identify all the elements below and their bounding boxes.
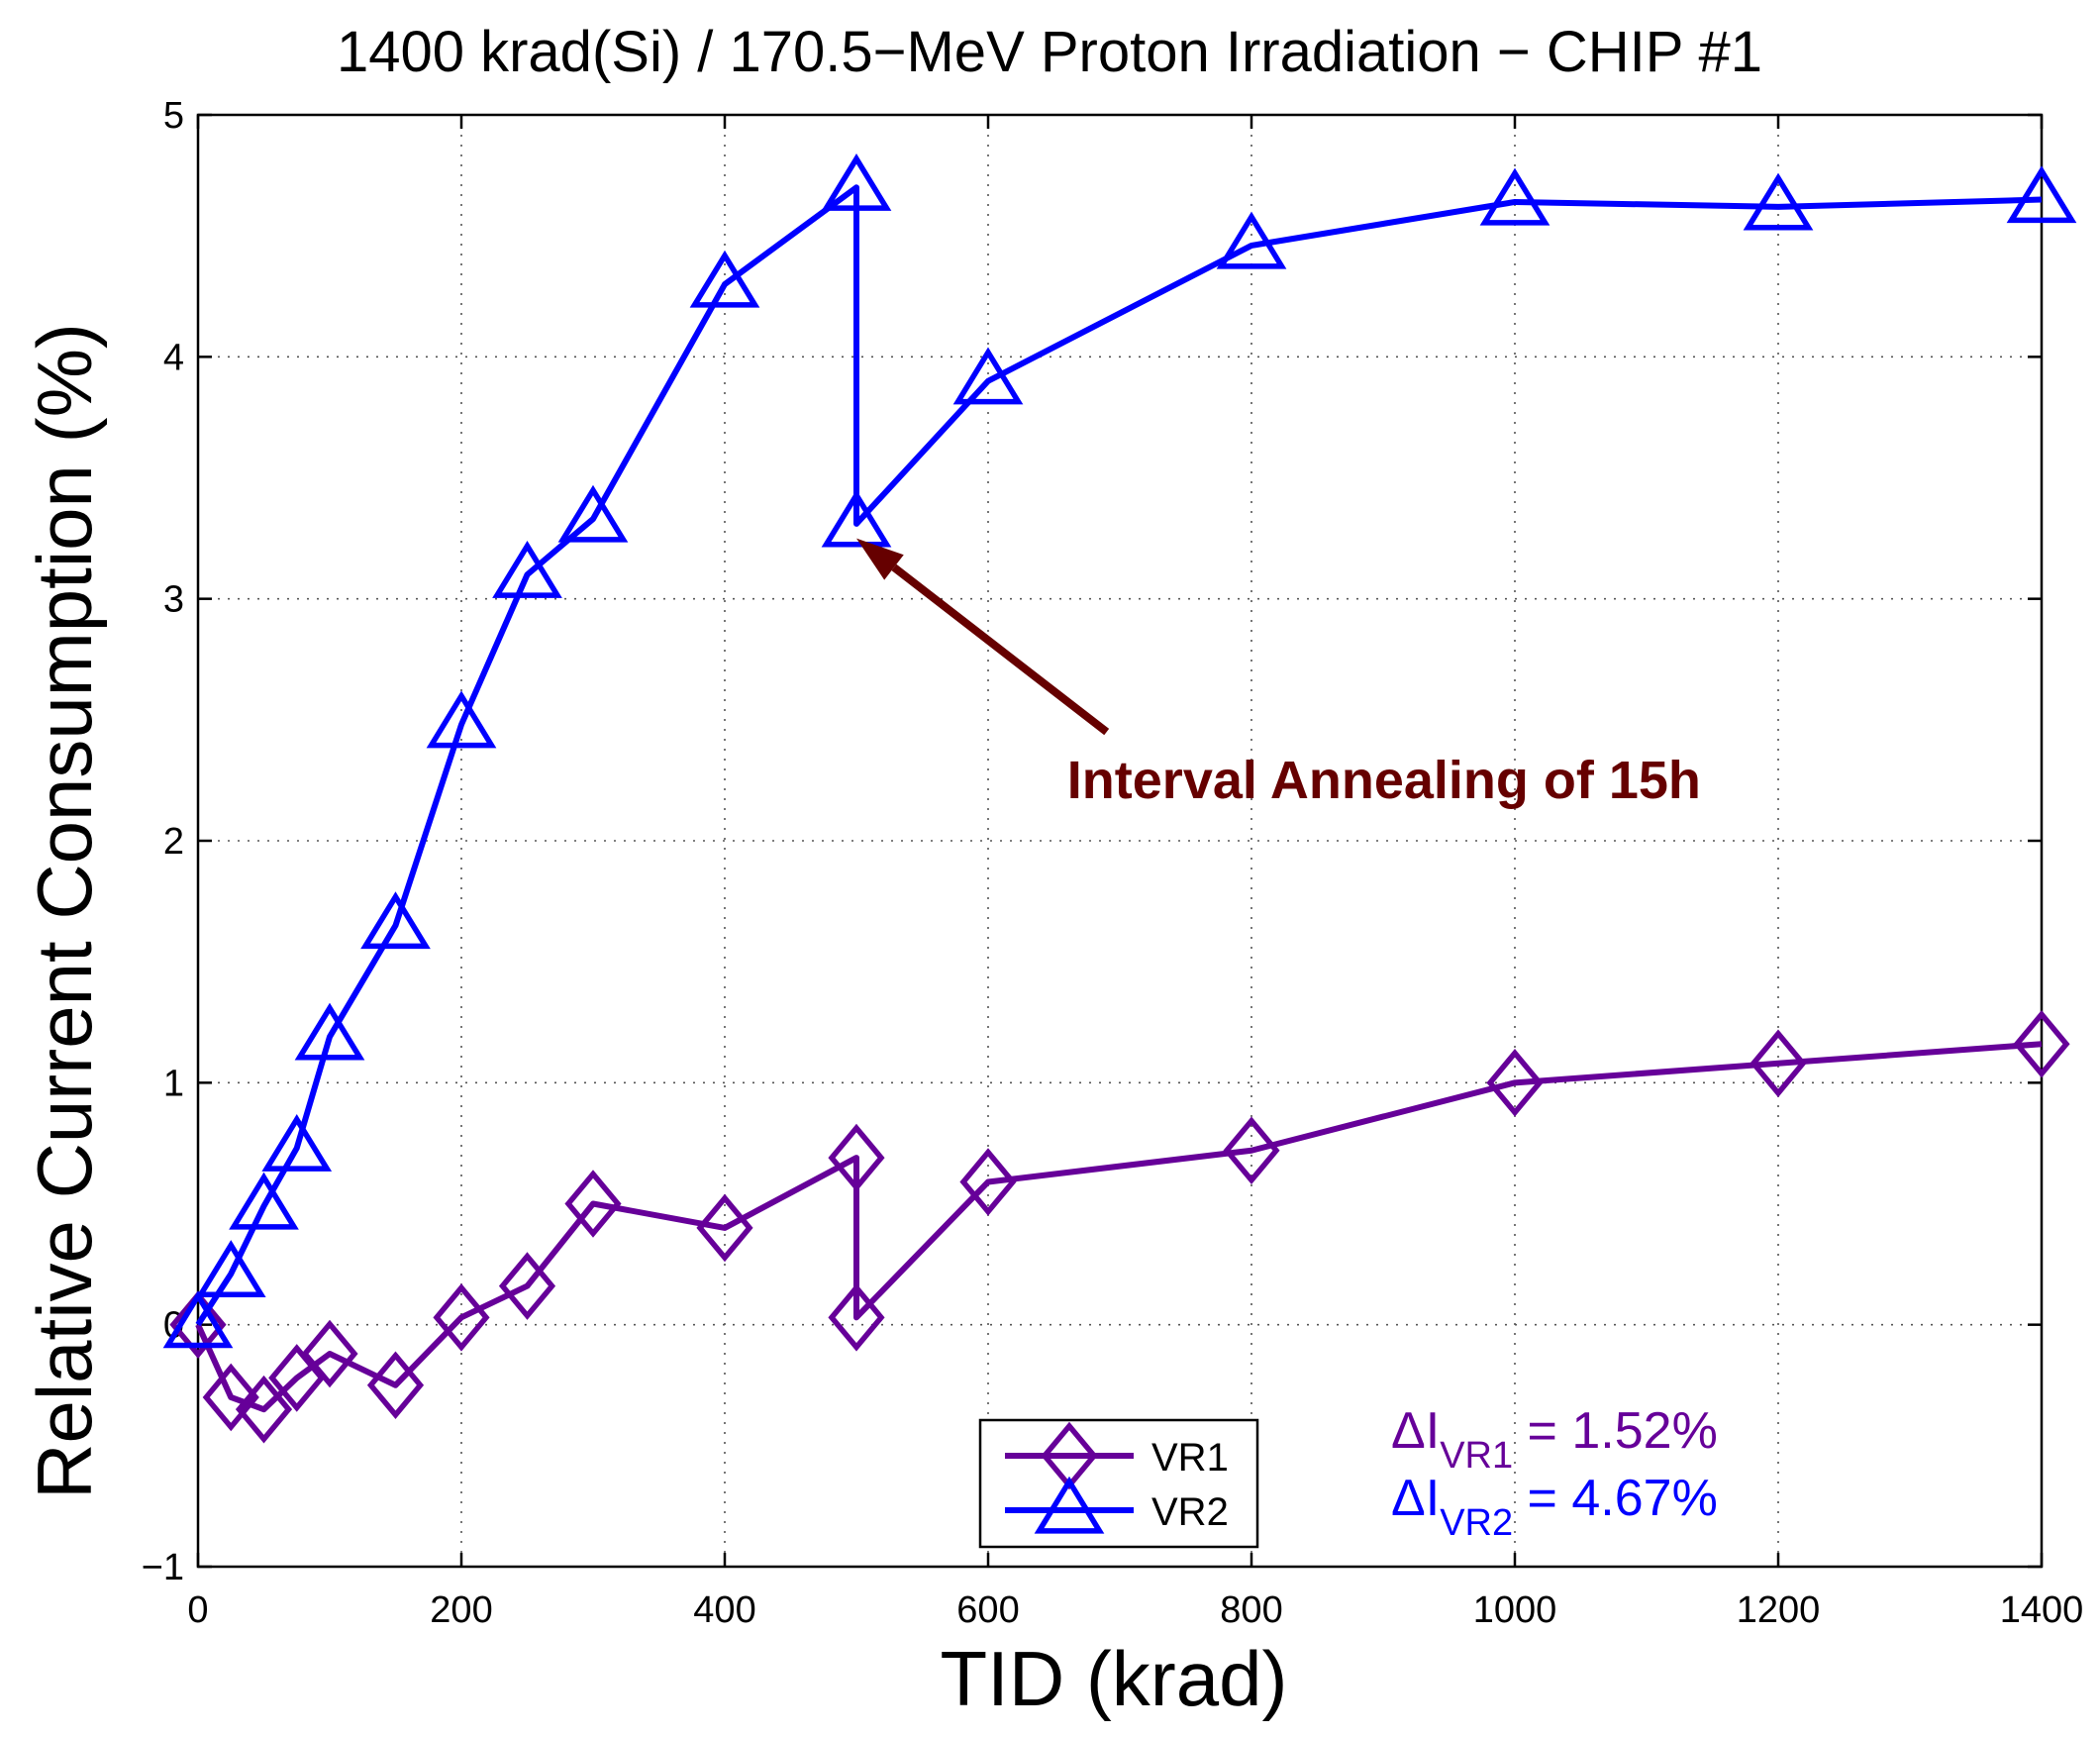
data-point-vr1 bbox=[268, 1344, 326, 1412]
data-point-vr1 bbox=[828, 1123, 885, 1192]
legend-marker-vr2 bbox=[1034, 1476, 1105, 1534]
annotation-text: Interval Annealing of 15h bbox=[1067, 751, 1701, 810]
x-tick-label: 1400 bbox=[2000, 1589, 2084, 1631]
annotation-arrow-head bbox=[856, 538, 904, 580]
data-point-vr1 bbox=[564, 1170, 622, 1238]
data-point-vr1 bbox=[301, 1319, 358, 1388]
series-vr2 bbox=[162, 153, 2077, 1349]
y-tick-label: 5 bbox=[163, 95, 184, 137]
data-point-vr2 bbox=[1743, 172, 1814, 231]
x-tick-label: 1200 bbox=[1737, 1589, 1821, 1631]
data-point-vr1 bbox=[828, 1283, 885, 1352]
x-tick-label: 600 bbox=[956, 1589, 1019, 1631]
y-axis-label: Relative Current Consumption (%) bbox=[21, 323, 108, 1499]
data-point-vr2 bbox=[195, 1240, 266, 1297]
x-axis-label: TID (krad) bbox=[941, 1635, 1288, 1722]
x-tick-label: 400 bbox=[693, 1589, 755, 1631]
data-point-vr1 bbox=[433, 1283, 490, 1352]
data-point-vr2 bbox=[1216, 211, 1287, 269]
y-tick-label: 4 bbox=[163, 337, 184, 378]
delta-vr2-value: = 4.67% bbox=[1513, 1470, 1718, 1527]
delta-label-vr2: ΔIVR2 = 4.67% bbox=[1391, 1470, 1718, 1544]
data-point-vr1 bbox=[2013, 1009, 2070, 1078]
data-point-vr2 bbox=[821, 153, 892, 211]
legend-marker-shape bbox=[1034, 1476, 1105, 1534]
data-point-vr1 bbox=[1223, 1116, 1280, 1185]
delta-label-vr1: ΔIVR1 = 1.52% bbox=[1391, 1402, 1718, 1477]
data-point-vr2 bbox=[162, 1290, 234, 1349]
data-point-vr1 bbox=[235, 1375, 293, 1444]
data-point-vr1 bbox=[202, 1363, 259, 1432]
annotation-arrow-shaft bbox=[891, 563, 1110, 736]
delta-vr1-value: = 1.52% bbox=[1513, 1402, 1718, 1460]
legend-label-vr1: VR1 bbox=[1151, 1436, 1229, 1480]
y-tick-label: −1 bbox=[142, 1547, 184, 1588]
data-point-vr2 bbox=[360, 891, 431, 950]
data-point-vr1 bbox=[498, 1252, 556, 1320]
delta-vr1-prefix: ΔI bbox=[1391, 1402, 1440, 1460]
delta-vr1-subscript: VR1 bbox=[1440, 1435, 1513, 1477]
delta-vr2-subscript: VR2 bbox=[1440, 1502, 1513, 1544]
data-point-vr1 bbox=[959, 1148, 1017, 1216]
data-point-vr2 bbox=[261, 1114, 333, 1172]
data-point-vr1 bbox=[169, 1290, 227, 1359]
data-point-vr2 bbox=[952, 347, 1024, 405]
data-point-vr2 bbox=[2006, 165, 2077, 224]
data-point-vr2 bbox=[229, 1172, 299, 1230]
series-line-vr1 bbox=[195, 1041, 2043, 1413]
chart-title: 1400 krad(Si) / 170.5−MeV Proton Irradia… bbox=[337, 20, 1762, 84]
data-point-vr2 bbox=[294, 1002, 365, 1061]
legend: VR1 VR2 bbox=[978, 1418, 1259, 1549]
data-point-vr2 bbox=[689, 250, 760, 308]
y-tick-label: 2 bbox=[163, 821, 184, 863]
y-tick-label: 3 bbox=[163, 579, 184, 621]
x-tick-label: 800 bbox=[1220, 1589, 1282, 1631]
delta-labels: ΔIVR1 = 1.52% ΔIVR2 = 4.67% bbox=[1391, 1402, 1718, 1544]
data-point-vr2 bbox=[426, 690, 497, 749]
y-tick-label: 1 bbox=[163, 1063, 184, 1104]
delta-vr2-prefix: ΔI bbox=[1391, 1470, 1440, 1527]
x-tick-label: 0 bbox=[187, 1589, 208, 1631]
data-point-vr1 bbox=[366, 1351, 425, 1420]
data-point-vr1 bbox=[1486, 1049, 1544, 1117]
data-point-vr2 bbox=[1479, 167, 1550, 226]
series-group bbox=[162, 153, 2077, 1444]
data-point-vr2 bbox=[557, 484, 629, 543]
data-point-vr1 bbox=[696, 1193, 753, 1263]
grid bbox=[198, 115, 2042, 1567]
x-tick-label: 200 bbox=[430, 1589, 492, 1631]
data-point-vr2 bbox=[492, 540, 562, 598]
data-point-vr2 bbox=[821, 489, 892, 548]
legend-box bbox=[978, 1418, 1259, 1549]
data-point-vr1 bbox=[1750, 1029, 1807, 1098]
annotation-group: Interval Annealing of 15h bbox=[856, 538, 1701, 810]
x-tick-label: 1000 bbox=[1473, 1589, 1557, 1631]
series-vr1 bbox=[169, 1009, 2070, 1444]
legend-label-vr2: VR2 bbox=[1151, 1490, 1229, 1534]
